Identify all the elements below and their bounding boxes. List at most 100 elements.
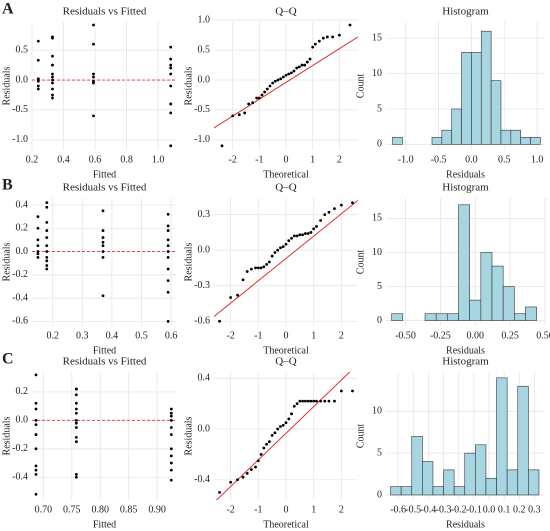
x-tick-label: 0 bbox=[284, 330, 289, 341]
point bbox=[166, 290, 170, 294]
point bbox=[276, 248, 280, 252]
point bbox=[241, 278, 245, 282]
chart-title: Histogram bbox=[442, 6, 489, 18]
point bbox=[254, 266, 257, 270]
point bbox=[34, 468, 38, 472]
point bbox=[101, 209, 105, 213]
point bbox=[351, 201, 354, 205]
bar bbox=[490, 80, 502, 145]
point bbox=[287, 239, 291, 243]
x-tick-label: -0.2 bbox=[451, 504, 467, 515]
y-tick-label: 0.3 bbox=[198, 209, 211, 220]
point bbox=[169, 57, 173, 61]
point bbox=[292, 69, 296, 73]
chart-title: Q–Q bbox=[275, 6, 296, 18]
y-tick-label: -0.4 bbox=[12, 292, 28, 303]
point bbox=[45, 201, 49, 205]
x-tick-label: -0.3 bbox=[436, 504, 452, 515]
point bbox=[279, 77, 283, 81]
point bbox=[303, 232, 307, 235]
point bbox=[284, 73, 288, 77]
point bbox=[281, 245, 285, 248]
point bbox=[308, 57, 312, 61]
point bbox=[169, 102, 173, 106]
point bbox=[92, 42, 95, 46]
point bbox=[229, 480, 233, 484]
point bbox=[74, 387, 78, 391]
point bbox=[45, 255, 49, 259]
bar bbox=[451, 108, 462, 145]
point bbox=[51, 54, 54, 58]
point bbox=[301, 399, 305, 403]
point bbox=[237, 113, 241, 117]
point bbox=[262, 265, 266, 269]
point bbox=[34, 418, 38, 422]
chart-title: Histogram bbox=[442, 356, 489, 368]
x-tick-label: 0.80 bbox=[91, 504, 109, 515]
point bbox=[295, 234, 299, 238]
point bbox=[101, 240, 105, 244]
point bbox=[245, 270, 249, 273]
x-tick-label: -0.5 bbox=[405, 504, 421, 515]
point bbox=[315, 399, 318, 403]
point bbox=[306, 399, 310, 403]
panel: Q–Q Theoretical Residuals -2 -1 0 1 2 -0.6 -0.3 0.… bbox=[183, 182, 358, 356]
panel-label: A bbox=[2, 1, 14, 18]
x-tick-label: -0.1 bbox=[466, 504, 482, 515]
point bbox=[303, 399, 307, 403]
point bbox=[321, 36, 325, 40]
point bbox=[36, 87, 40, 91]
point bbox=[270, 254, 274, 258]
bar bbox=[514, 313, 526, 321]
point bbox=[169, 411, 173, 415]
x-axis-label: Residuals bbox=[446, 345, 485, 356]
x-axis-label: Theoretical bbox=[263, 169, 309, 180]
point bbox=[51, 36, 54, 40]
point bbox=[166, 250, 170, 253]
point bbox=[325, 35, 329, 39]
point bbox=[218, 490, 221, 494]
y-tick-label: 0.0 bbox=[198, 74, 211, 85]
plot-area bbox=[214, 199, 358, 323]
x-tick-label: 0.6 bbox=[89, 154, 102, 165]
point bbox=[292, 234, 296, 238]
y-tick-label: -0.4 bbox=[194, 474, 210, 485]
point bbox=[300, 63, 304, 67]
y-tick-label: 1.0 bbox=[198, 15, 211, 26]
point bbox=[74, 436, 78, 439]
point bbox=[287, 72, 291, 76]
point bbox=[290, 412, 293, 416]
x-tick-label: 0.0 bbox=[483, 504, 496, 515]
point bbox=[287, 417, 291, 421]
point bbox=[279, 425, 282, 428]
bar bbox=[510, 129, 521, 145]
point bbox=[169, 66, 173, 70]
point bbox=[271, 81, 275, 85]
chart-title: Residuals vs Fitted bbox=[63, 6, 147, 18]
point bbox=[36, 250, 40, 253]
plot-area bbox=[32, 373, 177, 496]
point bbox=[169, 418, 173, 422]
x-axis-label: Fitted bbox=[93, 519, 116, 530]
x-tick-label: 0.00 bbox=[467, 330, 485, 341]
y-axis-label: Residuals bbox=[1, 416, 12, 455]
point bbox=[169, 447, 173, 451]
point bbox=[169, 111, 173, 115]
point bbox=[243, 111, 247, 115]
point bbox=[169, 63, 173, 67]
x-tick-label: 0.70 bbox=[35, 504, 53, 515]
bar bbox=[422, 461, 434, 496]
point bbox=[51, 72, 54, 76]
x-tick-label: 0.3 bbox=[76, 330, 89, 341]
chart-title: Residuals vs Fitted bbox=[63, 182, 147, 194]
point bbox=[74, 407, 78, 411]
y-tick-label: 0.0 bbox=[198, 244, 211, 255]
point bbox=[74, 401, 78, 405]
point bbox=[51, 93, 54, 97]
x-tick-label: 0.5 bbox=[498, 154, 511, 165]
y-tick-label: 5 bbox=[377, 447, 382, 458]
y-tick-label: 0.2 bbox=[16, 223, 29, 234]
point bbox=[36, 255, 40, 259]
x-tick-label: 2 bbox=[337, 154, 342, 165]
point bbox=[315, 225, 318, 228]
